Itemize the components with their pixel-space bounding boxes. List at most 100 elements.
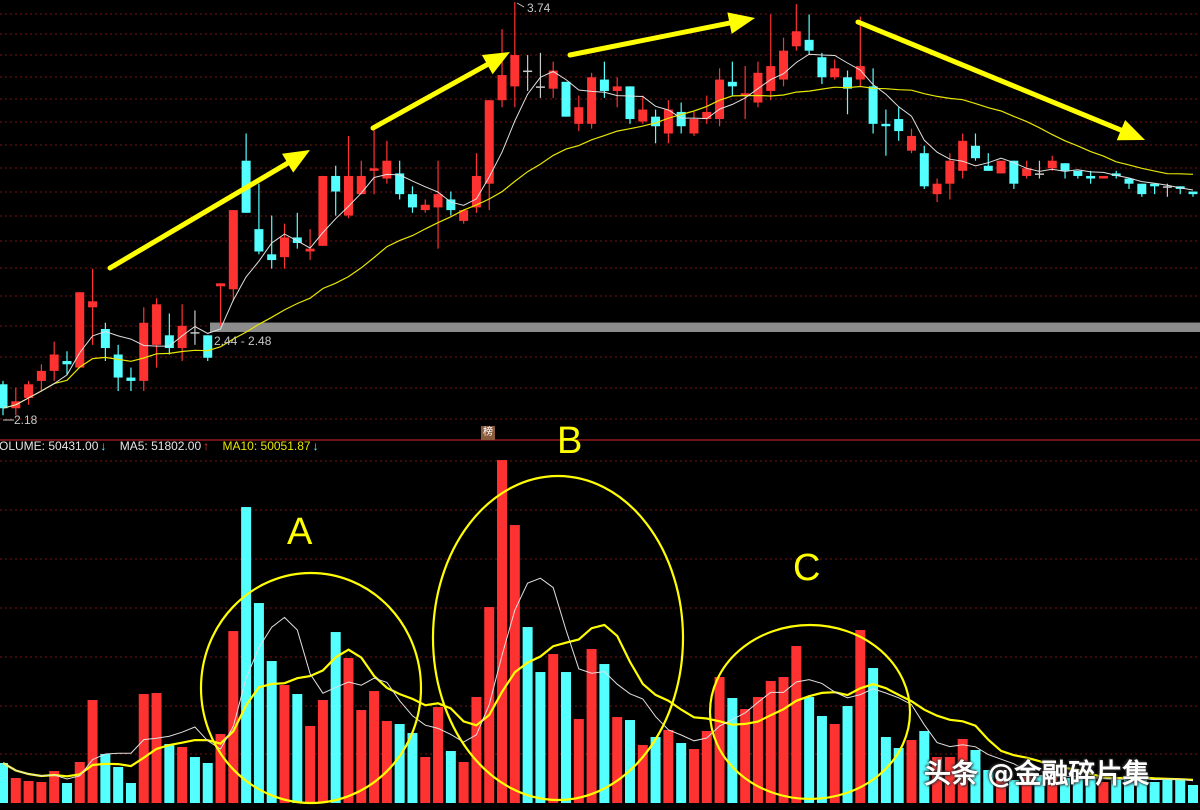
candle-body xyxy=(446,199,456,211)
candle xyxy=(535,52,545,98)
candle xyxy=(791,4,801,51)
volume-bar xyxy=(868,668,879,803)
arrow-head xyxy=(282,150,310,173)
candle-body xyxy=(254,229,264,252)
candle xyxy=(689,111,699,136)
candle-body xyxy=(855,66,865,80)
arrow-shaft xyxy=(370,62,490,131)
volume-bar xyxy=(829,724,840,803)
volume-bar xyxy=(624,720,635,803)
candle-body xyxy=(676,111,686,127)
high-label-leader xyxy=(516,2,525,8)
volume-bar xyxy=(343,658,354,803)
candle xyxy=(945,153,955,200)
volume-bar xyxy=(1085,778,1096,803)
candle-body xyxy=(190,332,200,334)
candle-body xyxy=(906,135,916,151)
volume-bar xyxy=(266,661,277,803)
candle xyxy=(843,70,853,115)
candle-body xyxy=(343,175,353,216)
volume-bar xyxy=(420,757,431,803)
candle xyxy=(1124,178,1134,189)
rank-badge-icon[interactable]: 榜 xyxy=(481,426,495,440)
candle-body xyxy=(164,335,174,349)
volume-bar xyxy=(855,630,866,803)
candle-body xyxy=(599,79,609,91)
candle xyxy=(868,68,878,134)
candle-body xyxy=(382,160,392,179)
candle xyxy=(318,175,328,246)
candle-body xyxy=(126,377,136,381)
volume-bar xyxy=(791,646,802,803)
volume-bar xyxy=(842,706,853,803)
candle xyxy=(830,59,840,80)
candle xyxy=(216,283,226,326)
volume-bar xyxy=(778,677,789,803)
candle xyxy=(139,307,149,392)
volume-bar xyxy=(164,744,175,803)
candle xyxy=(126,367,136,392)
volume-bar xyxy=(433,707,444,803)
candle-body xyxy=(497,75,507,101)
candle xyxy=(267,215,277,269)
candle xyxy=(420,199,430,213)
candle xyxy=(919,145,929,189)
volume-bar xyxy=(1047,777,1058,803)
candle-body xyxy=(331,175,341,192)
candle xyxy=(331,165,341,216)
volume-bar xyxy=(279,685,290,803)
candle-body xyxy=(1009,160,1019,184)
volume-bar xyxy=(548,654,559,803)
candle xyxy=(727,61,737,96)
candle xyxy=(280,223,290,269)
candle xyxy=(1098,175,1108,179)
candle xyxy=(779,37,789,87)
volume-bar xyxy=(74,762,85,803)
arrow-head xyxy=(727,12,755,34)
volume-bar xyxy=(113,767,124,803)
volume-bar xyxy=(0,763,8,803)
circle-c xyxy=(708,623,912,801)
volume-bar xyxy=(509,525,520,803)
volume-bar xyxy=(394,724,405,803)
volume-bar xyxy=(1021,773,1032,803)
candle-body xyxy=(523,70,533,73)
arrow-up-icon: ↑ xyxy=(203,439,210,453)
legend-ma10-label: MA10: 50051.87 xyxy=(222,439,311,453)
candle-body xyxy=(638,109,648,122)
candle xyxy=(343,135,353,219)
candle-body xyxy=(715,79,725,120)
candle-body xyxy=(740,93,750,96)
candle xyxy=(996,160,1006,174)
candle xyxy=(1034,160,1044,179)
candle-body xyxy=(919,153,929,187)
volume-bar xyxy=(676,743,687,803)
candle xyxy=(203,335,213,362)
legend-volume: VOLUME: 50431.00 ↓ xyxy=(0,439,108,453)
candle xyxy=(561,81,571,117)
candle-body xyxy=(791,31,801,47)
volume-bar xyxy=(944,757,955,803)
candle-body xyxy=(1047,160,1057,169)
price-ma-long-line xyxy=(2,85,1194,409)
candle-body xyxy=(1034,173,1044,175)
candle xyxy=(62,351,72,375)
volume-bar xyxy=(125,783,136,803)
candle-body xyxy=(830,68,840,78)
candle-body xyxy=(1060,163,1070,171)
volume-bar xyxy=(61,783,72,803)
volume-bar xyxy=(330,632,341,803)
candle xyxy=(983,153,993,171)
candle-body xyxy=(817,57,827,78)
candle xyxy=(855,16,865,87)
volume-bar xyxy=(983,770,994,803)
circle-b xyxy=(431,474,685,802)
arrow-shaft xyxy=(107,160,291,271)
candle xyxy=(395,160,405,200)
legend-volume-label: VOLUME: 50431.00 xyxy=(0,439,99,453)
volume-bar xyxy=(1124,777,1135,803)
circle-label-c: C xyxy=(793,547,820,589)
candle-body xyxy=(177,325,187,349)
volume-bar xyxy=(906,740,917,803)
candle-body xyxy=(561,81,571,117)
